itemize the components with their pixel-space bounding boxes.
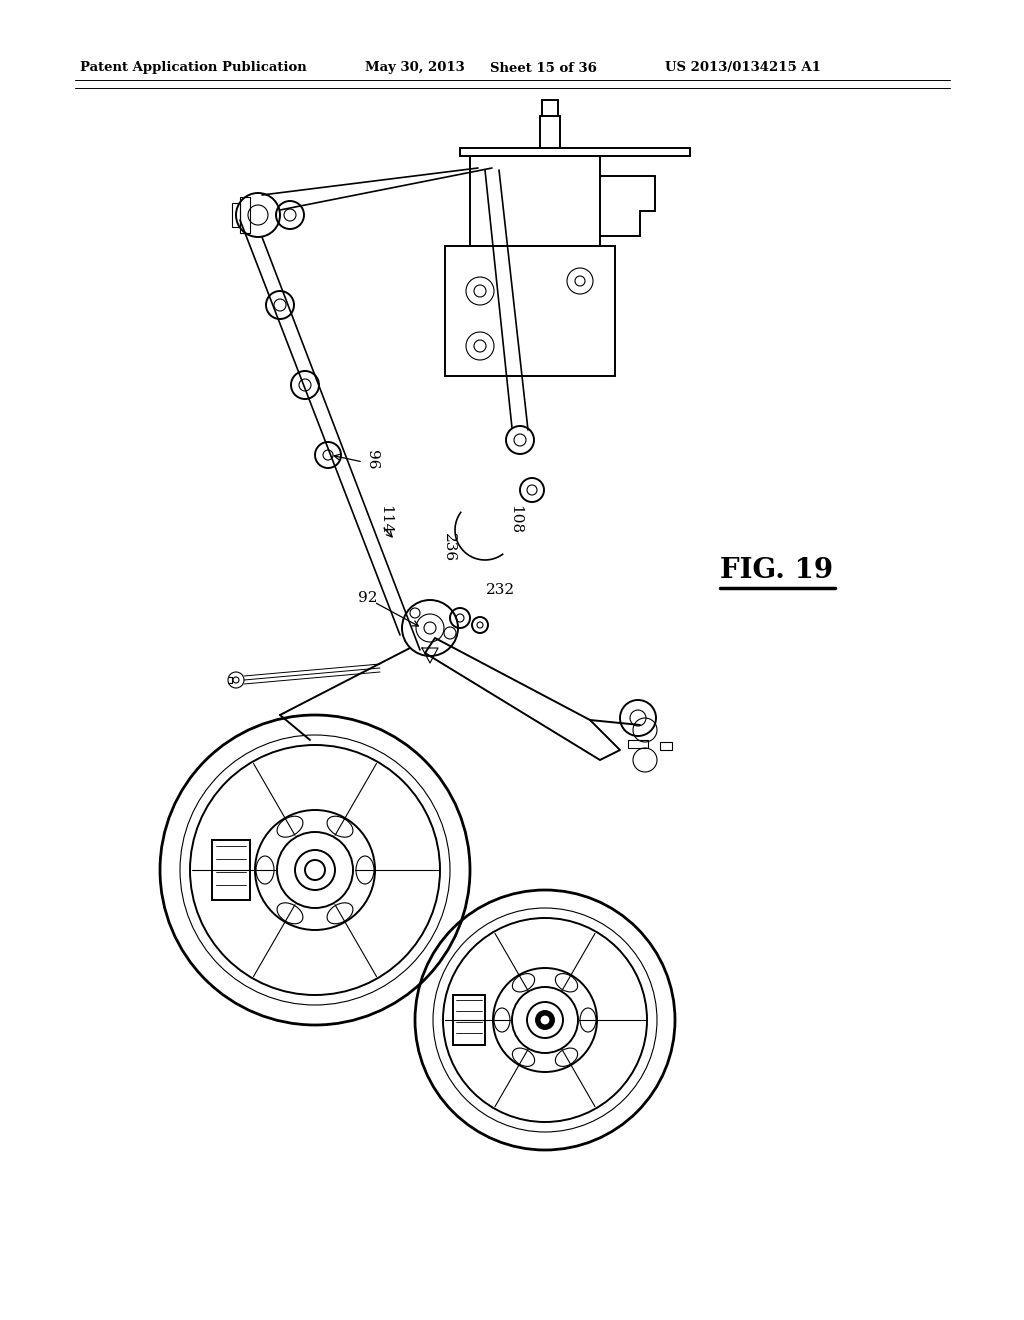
Text: 92: 92 [358,591,378,605]
Text: 114: 114 [378,506,392,535]
Text: 96: 96 [365,450,379,470]
Bar [453,995,485,1045]
Text: US 2013/0134215 A1: US 2013/0134215 A1 [665,62,821,74]
Text: Sheet 15 of 36: Sheet 15 of 36 [490,62,597,74]
Bar [212,840,250,900]
Bar [445,246,615,376]
Bar [470,156,600,246]
Text: 236: 236 [442,533,456,562]
Text: FIG. 19: FIG. 19 [720,557,834,583]
Bar [232,203,240,227]
Bar [660,742,672,750]
Circle shape [540,1015,550,1026]
Bar [240,197,250,234]
Text: May 30, 2013: May 30, 2013 [365,62,465,74]
Text: Patent Application Publication: Patent Application Publication [80,62,307,74]
Text: 108: 108 [508,506,522,535]
Bar [628,741,648,748]
Text: 232: 232 [486,583,515,597]
Circle shape [536,1011,554,1030]
